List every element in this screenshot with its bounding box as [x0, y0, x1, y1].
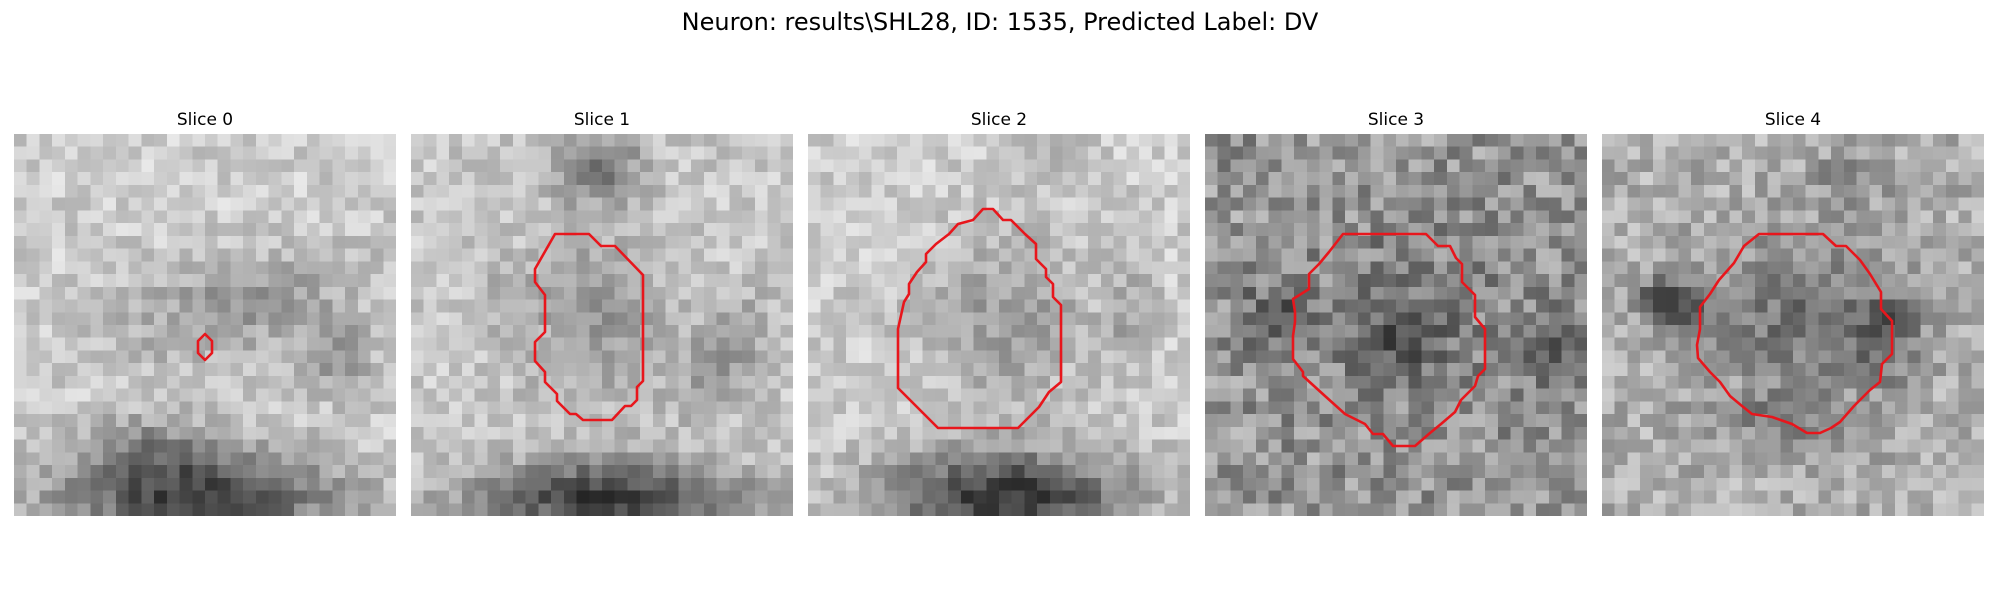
slice-image	[1602, 134, 1984, 516]
slice-panel-4: Slice 4	[1602, 108, 1984, 516]
contour-outline	[196, 332, 214, 362]
slice-image	[14, 134, 396, 516]
contour-outline	[533, 232, 645, 422]
neuron-contour	[1695, 232, 1894, 435]
slice-title: Slice 3	[1367, 110, 1425, 130]
neuron-contour	[196, 332, 214, 362]
slice-panel-1: Slice 1	[411, 108, 793, 516]
slice-title: Slice 2	[970, 110, 1028, 130]
neuron-contour	[896, 207, 1063, 430]
figure-title: Neuron: results\SHL28, ID: 1535, Predict…	[681, 8, 1319, 36]
contour-outline	[1695, 232, 1894, 435]
neuron-contour	[1291, 232, 1487, 448]
slice-title: Slice 0	[176, 110, 234, 130]
slice-title: Slice 4	[1764, 110, 1822, 130]
slice-panel-0: Slice 0	[14, 108, 396, 516]
slice-image	[411, 134, 793, 516]
neuron-contour	[533, 232, 645, 422]
contour-outline	[896, 207, 1063, 430]
contour-outline	[1291, 232, 1487, 448]
slice-title: Slice 1	[573, 110, 631, 130]
slice-image	[808, 134, 1190, 516]
slice-panel-3: Slice 3	[1205, 108, 1587, 516]
slice-panel-2: Slice 2	[808, 108, 1190, 516]
slice-image	[1205, 134, 1587, 516]
